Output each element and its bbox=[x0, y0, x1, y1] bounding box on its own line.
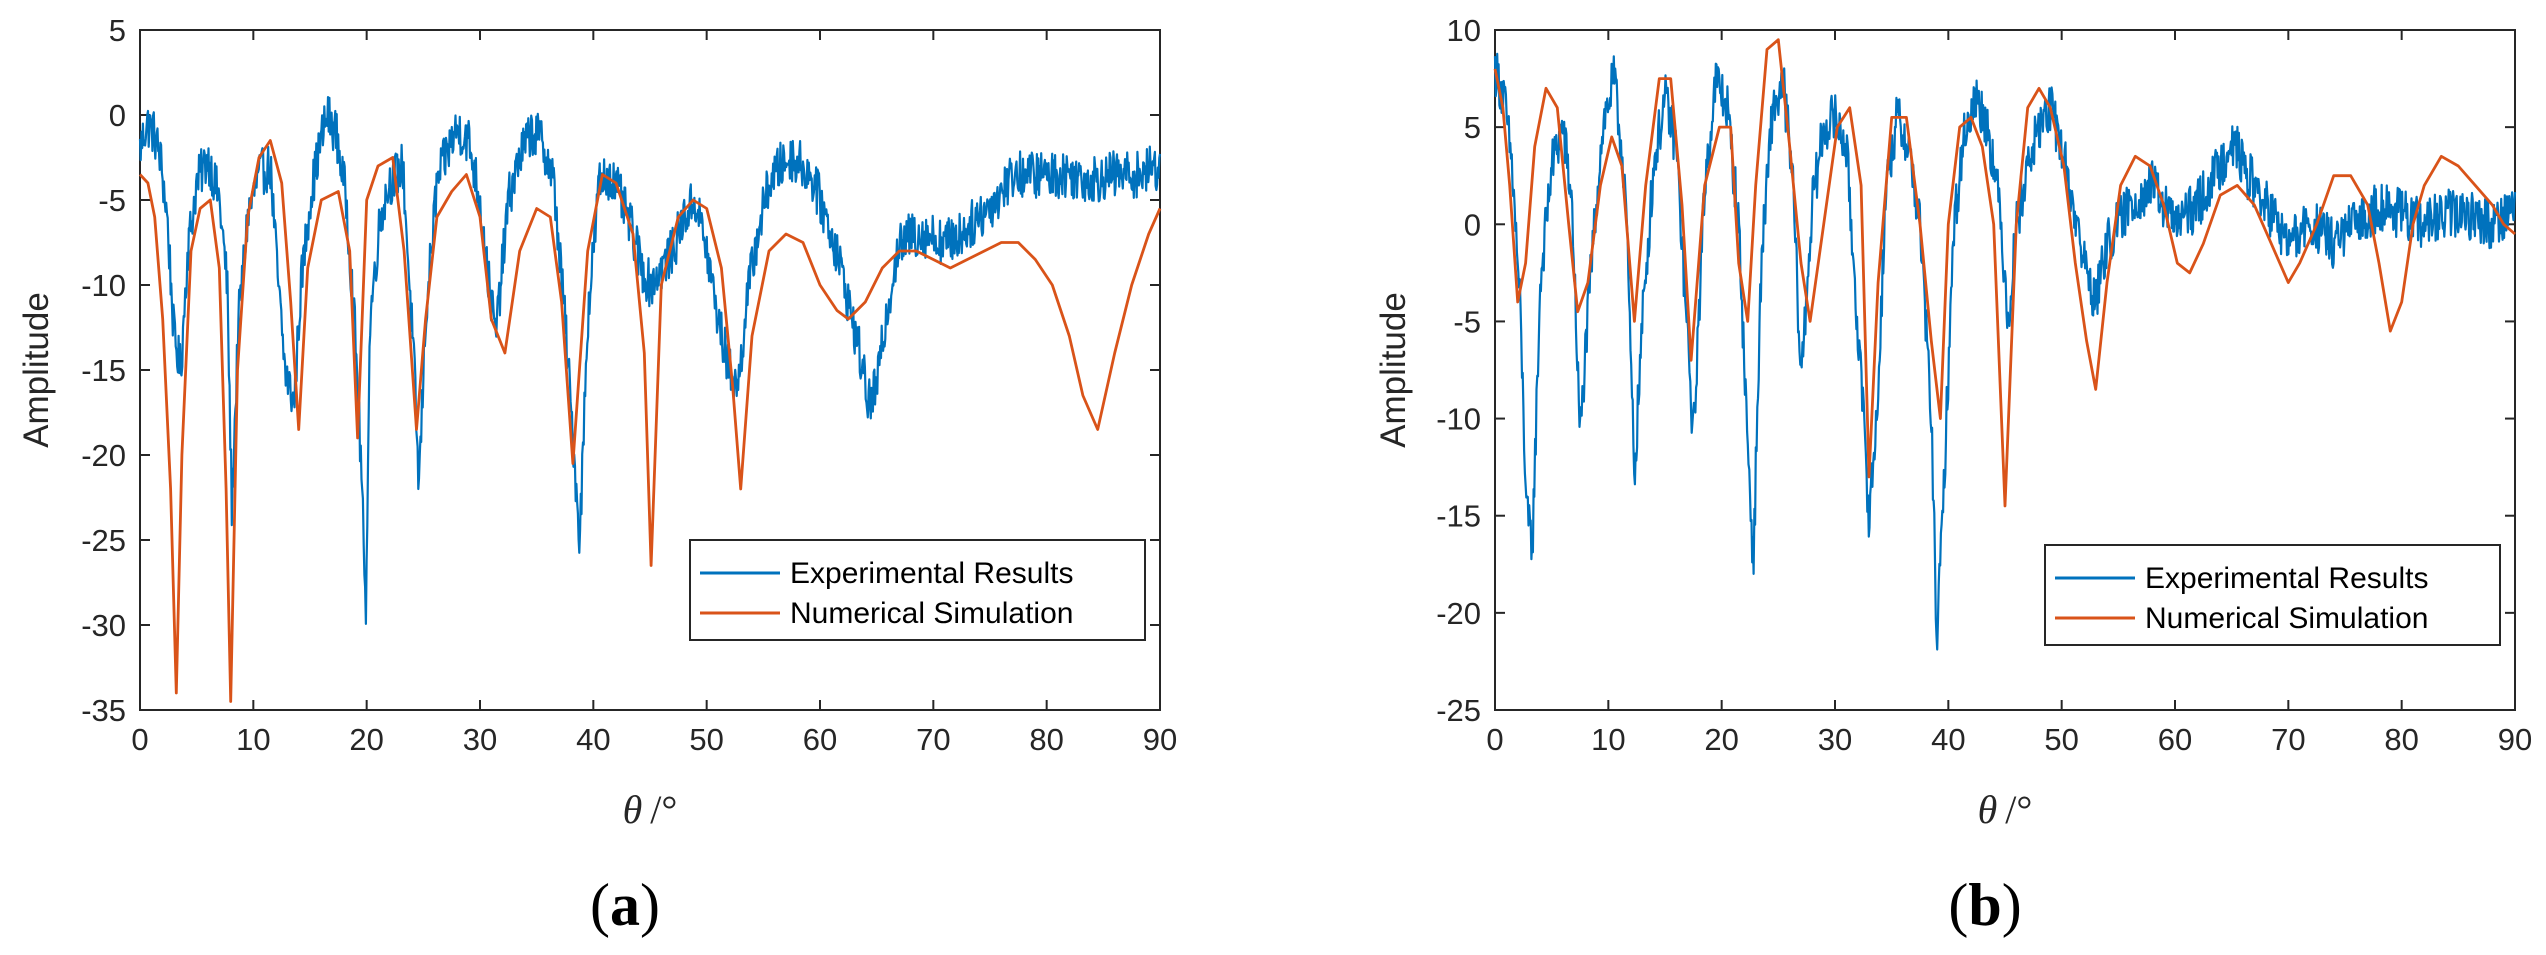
panel-b-xlabel-unit: /° bbox=[2005, 787, 2032, 832]
panel-a-xtick-label: 10 bbox=[236, 722, 270, 757]
panel-b-ytick-label: 10 bbox=[1447, 13, 1481, 48]
panel-a-ytick-label: -10 bbox=[81, 268, 126, 303]
panel-a-ytick-label: -20 bbox=[81, 438, 126, 473]
panel-b-series-group bbox=[1493, 38, 2517, 651]
panel-b-legend-label-simulation: Numerical Simulation bbox=[2145, 602, 2428, 635]
panel-b-ytick-label: 5 bbox=[1464, 110, 1481, 145]
panel-a-xlabel: θ/° bbox=[623, 787, 678, 832]
panel-b-ytick-label: 0 bbox=[1464, 207, 1481, 242]
panel-b-xtick-label: 90 bbox=[2498, 722, 2532, 757]
panel-b-ytick-label: -5 bbox=[1453, 304, 1481, 339]
panel-b-xtick-label: 50 bbox=[2044, 722, 2078, 757]
panel-b-xtick-label: 10 bbox=[1591, 722, 1625, 757]
panel-a-ytick-label: -30 bbox=[81, 608, 126, 643]
panel-a-xtick-label: 20 bbox=[349, 722, 383, 757]
panel-a-xtick-label: 80 bbox=[1029, 722, 1063, 757]
panel-a-legend-box bbox=[689, 539, 1146, 641]
panel-b-xtick-label: 60 bbox=[2158, 722, 2192, 757]
panel-b-xtick-label: 80 bbox=[2384, 722, 2418, 757]
panel-a-series-group bbox=[138, 96, 1162, 703]
panel-a-xtick-label: 40 bbox=[576, 722, 610, 757]
panel-a-xtick-label: 60 bbox=[803, 722, 837, 757]
panel-a-legend-label-experimental: Experimental Results bbox=[790, 557, 1073, 590]
panel-a-ytick-label: -5 bbox=[98, 183, 126, 218]
panel-a-legend: Experimental Results Numerical Simulatio… bbox=[689, 539, 1146, 641]
panel-a: 0 10 20 30 40 50 60 70 80 9050-5-10-15-20-25-30-3… bbox=[17, 13, 1177, 938]
panel-b-ytick-label: -15 bbox=[1436, 499, 1481, 534]
panel-a-series-experimental-line bbox=[138, 96, 1162, 625]
panel-b-xlabel-symbol: θ bbox=[1978, 787, 1998, 832]
panel-b-xtick-label: 0 bbox=[1486, 722, 1503, 757]
panel-a-xtick-label: 30 bbox=[463, 722, 497, 757]
panel-a-xtick-label: 90 bbox=[1143, 722, 1177, 757]
panel-a-xlabel-symbol: θ bbox=[623, 787, 643, 832]
panel-b-legend: Experimental Results Numerical Simulatio… bbox=[2044, 544, 2501, 646]
panel-a-xtick-label: 0 bbox=[131, 722, 148, 757]
panel-a-xlabel-unit: /° bbox=[650, 787, 677, 832]
panel-b-legend-box bbox=[2044, 544, 2501, 646]
panel-b-xtick-label: 40 bbox=[1931, 722, 1965, 757]
panel-a-ytick-label: -35 bbox=[81, 693, 126, 728]
panel-a-caption: (a) bbox=[590, 872, 660, 938]
panel-b-plot-area bbox=[1494, 29, 2516, 711]
panel-a-series-simulation-line bbox=[138, 139, 1162, 703]
panel-a-ylabel: Amplitude bbox=[17, 292, 56, 448]
panel-a-ytick-label: 0 bbox=[109, 98, 126, 133]
panel-b-ytick-label: -20 bbox=[1436, 596, 1481, 631]
panel-b-series-simulation-line bbox=[1493, 38, 2516, 508]
panel-b-caption: (b) bbox=[1948, 872, 2021, 938]
panel-b-xtick-label: 30 bbox=[1818, 722, 1852, 757]
panel-a-ytick-label: -25 bbox=[81, 523, 126, 558]
panel-b-xtick-label: 70 bbox=[2271, 722, 2305, 757]
panel-a-ytick-label: -15 bbox=[81, 353, 126, 388]
panel-b-ytick-label: -25 bbox=[1436, 693, 1481, 728]
panel-a-legend-label-simulation: Numerical Simulation bbox=[790, 597, 1073, 630]
panel-b-series-experimental-line bbox=[1493, 52, 2517, 651]
panel-a-ytick-label: 5 bbox=[109, 13, 126, 48]
panel-b-xlabel: θ/° bbox=[1978, 787, 2033, 832]
panel-a-xtick-label: 70 bbox=[916, 722, 950, 757]
panel-b-ytick-label: -10 bbox=[1436, 402, 1481, 437]
panel-b-legend-label-experimental: Experimental Results bbox=[2145, 562, 2428, 595]
panel-b-xtick-label: 20 bbox=[1704, 722, 1738, 757]
panel-a-xtick-label: 50 bbox=[689, 722, 723, 757]
panel-b-ylabel: Amplitude bbox=[1374, 292, 1413, 448]
